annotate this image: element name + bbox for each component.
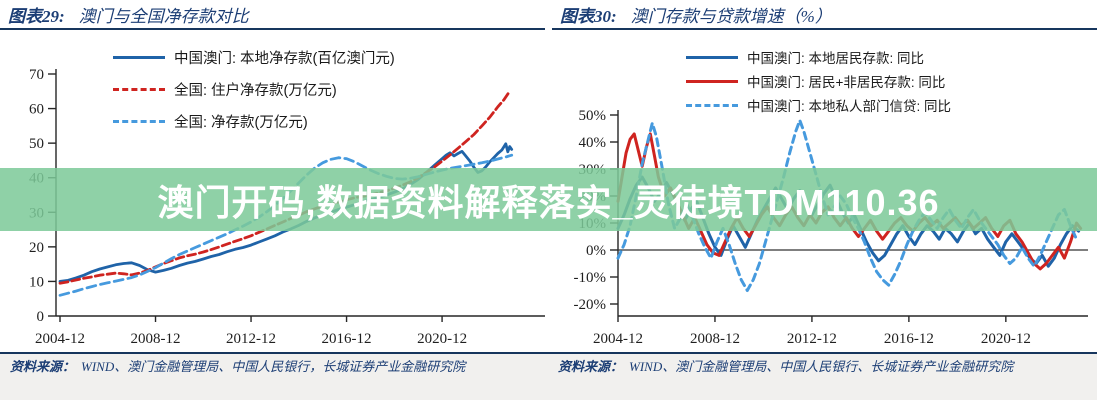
x-tick-label: 2016-12 [322,331,372,347]
x-tick-label: 2012-12 [226,331,276,347]
line-swatch-lightblue-dashed [113,120,165,123]
y-tick-label: 70 [29,67,44,83]
legend-item: 全国: 住户净存款(万亿元) [113,79,395,100]
figure-30-title-text: 澳门存款与贷款增速（%） [630,7,832,26]
legend-item: 中国澳门: 本地净存款(百亿澳门元) [113,47,395,68]
legend-item: 中国澳门: 居民+非居民存款: 同比 [686,71,951,91]
x-tick-label: 2020-12 [981,331,1031,347]
y-tick-label: 40% [579,135,607,151]
y-tick-label: 0% [586,243,606,259]
source-text: WIND、澳门金融管理局、中国人民银行、长城证券产业金融研究院 [629,359,1014,374]
source-label: 资料来源： [10,359,76,374]
line-swatch-red-solid [686,79,738,83]
legend-item: 全国: 净存款(万亿元) [113,111,395,132]
figure-29-title: 图表29: 澳门与全国净存款对比 [0,2,545,30]
watermark-text: 澳门开码,数据资料解释落实_灵徒境TDM110.36 [157,181,940,223]
source-label: 资料来源： [558,359,624,374]
figure-29-number: 图表29: [8,7,65,26]
legend-label: 全国: 住户净存款(万亿元) [174,83,337,99]
y-tick-label: 60 [29,102,44,118]
figure-29-title-text: 澳门与全国净存款对比 [78,7,249,26]
y-tick-label: -20% [574,297,607,313]
x-tick-label: 2004-12 [35,331,85,347]
right-source-note: 资料来源： WIND、澳门金融管理局、中国人民银行、长城证券产业金融研究院 [548,354,1096,400]
series-line-1 [58,89,512,285]
x-tick-label: 2012-12 [787,331,837,347]
right-chart-legend: 中国澳门: 本地居民存款: 同比 中国澳门: 居民+非居民存款: 同比 中国澳门… [686,47,951,119]
figure-30-title: 图表30: 澳门存款与贷款增速（%） [552,2,1097,30]
x-tick-label: 2016-12 [884,331,934,347]
left-chart-legend: 中国澳门: 本地净存款(百亿澳门元) 全国: 住户净存款(万亿元) 全国: 净存… [113,47,395,143]
y-tick-label: 10 [29,274,44,290]
left-source-note: 资料来源： WIND、澳门金融管理局、中国人民银行，长城证券产业金融研究院 [0,354,548,400]
x-tick-label: 2008-12 [131,331,181,347]
y-tick-label: 0 [37,309,45,325]
legend-item: 中国澳门: 本地私人部门信贷: 同比 [686,95,951,115]
legend-label: 中国澳门: 居民+非居民存款: 同比 [747,75,946,90]
source-footer: 资料来源： WIND、澳门金融管理局、中国人民银行，长城证券产业金融研究院 资料来… [0,352,1097,400]
legend-label: 全国: 净存款(万亿元) [174,115,308,131]
source-text: WIND、澳门金融管理局、中国人民银行，长城证券产业金融研究院 [81,359,466,374]
y-tick-label: 50 [29,136,44,152]
x-tick-label: 2004-12 [593,331,643,347]
legend-label: 中国澳门: 本地净存款(百亿澳门元) [174,51,395,67]
x-tick-label: 2008-12 [690,331,740,347]
line-swatch-blue-solid [686,55,738,59]
x-tick-label: 2020-12 [417,331,467,347]
legend-label: 中国澳门: 本地私人部门信贷: 同比 [747,99,952,114]
legend-label: 中国澳门: 本地居民存款: 同比 [747,51,925,66]
line-swatch-blue-solid [113,56,165,59]
legend-item: 中国澳门: 本地居民存款: 同比 [686,47,951,67]
y-tick-label: -10% [574,270,607,286]
line-swatch-lightblue-dashed [686,103,738,107]
line-swatch-red-dashed [113,88,165,91]
figure-30-number: 图表30: [560,7,617,26]
y-tick-label: 50% [579,108,607,124]
watermark-banner: 澳门开码,数据资料解释落实_灵徒境TDM110.36 [0,168,1097,231]
y-tick-label: 20 [29,240,44,256]
